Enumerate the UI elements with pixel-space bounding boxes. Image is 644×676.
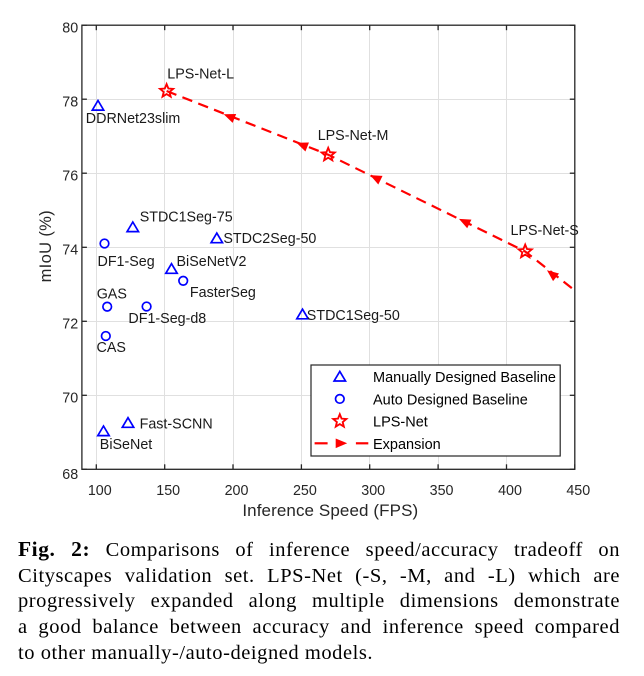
svg-text:CAS: CAS: [97, 340, 126, 356]
svg-text:LPS-Net: LPS-Net: [373, 415, 428, 431]
svg-text:STDC1Seg-50: STDC1Seg-50: [307, 308, 400, 324]
svg-text:76: 76: [62, 169, 78, 185]
svg-text:DDRNet23slim: DDRNet23slim: [86, 111, 181, 127]
svg-text:250: 250: [293, 483, 317, 499]
svg-text:LPS-Net-M: LPS-Net-M: [318, 128, 389, 144]
svg-text:72: 72: [62, 317, 78, 333]
svg-text:150: 150: [156, 483, 180, 499]
svg-text:FasterSeg: FasterSeg: [190, 285, 256, 301]
svg-text:DF1-Seg-d8: DF1-Seg-d8: [128, 311, 206, 327]
svg-text:LPS-Net-S: LPS-Net-S: [511, 223, 579, 239]
svg-text:Manually Designed Baseline: Manually Designed Baseline: [373, 370, 556, 386]
svg-text:200: 200: [225, 483, 249, 499]
svg-text:70: 70: [62, 391, 78, 407]
svg-text:300: 300: [361, 483, 385, 499]
svg-text:LPS-Net-L: LPS-Net-L: [167, 67, 234, 83]
svg-text:74: 74: [62, 243, 78, 259]
svg-text:450: 450: [566, 483, 590, 499]
svg-text:Inference Speed (FPS): Inference Speed (FPS): [242, 501, 418, 520]
svg-text:Fast-SCNN: Fast-SCNN: [140, 417, 213, 433]
svg-text:350: 350: [430, 483, 454, 499]
svg-text:80: 80: [62, 21, 78, 37]
svg-text:STDC1Seg-75: STDC1Seg-75: [140, 210, 233, 226]
svg-text:DF1-Seg: DF1-Seg: [98, 254, 155, 270]
svg-text:BiSeNet: BiSeNet: [100, 437, 152, 453]
svg-text:68: 68: [62, 467, 78, 483]
svg-text:Auto Designed Baseline: Auto Designed Baseline: [373, 392, 528, 408]
svg-text:BiSeNetV2: BiSeNetV2: [177, 254, 247, 270]
svg-text:GAS: GAS: [97, 287, 127, 303]
svg-text:Expansion: Expansion: [373, 437, 441, 453]
svg-text:400: 400: [498, 483, 522, 499]
svg-text:mIoU (%): mIoU (%): [37, 210, 55, 282]
svg-text:78: 78: [62, 95, 78, 111]
svg-text:STDC2Seg-50: STDC2Seg-50: [223, 231, 316, 247]
svg-text:100: 100: [88, 483, 112, 499]
